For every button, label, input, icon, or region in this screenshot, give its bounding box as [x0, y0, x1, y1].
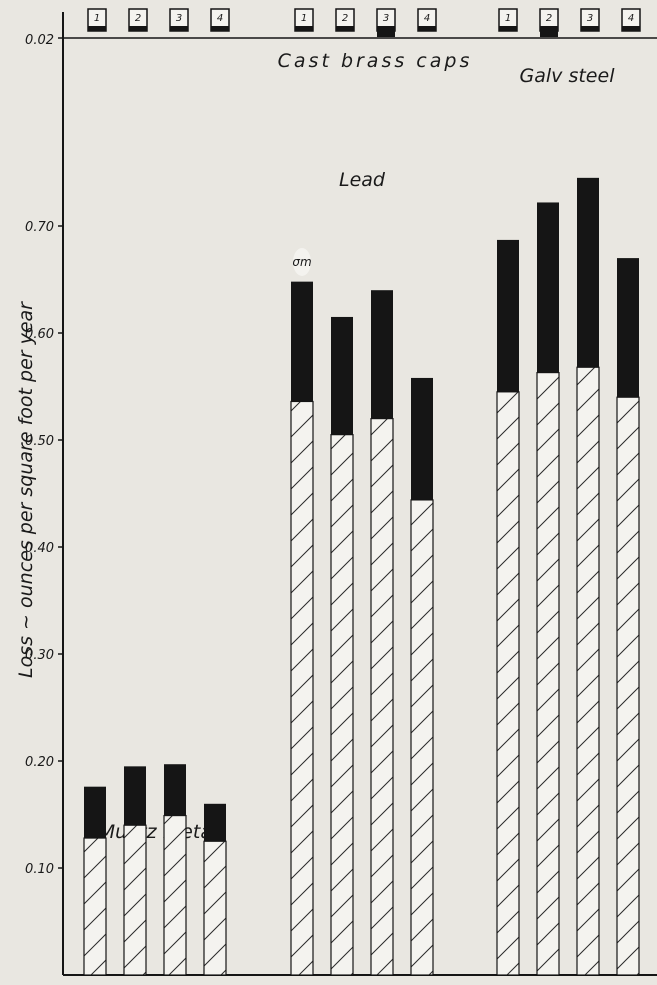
cap-boxes: 1 2 3 4 1 2 3 4 1 2 3 4 — [87, 8, 641, 37]
cap-label: 4 — [424, 13, 430, 24]
bar-deviation — [204, 803, 226, 842]
cap-label: 3 — [176, 13, 182, 24]
bar-base — [83, 837, 107, 976]
bar-deviation — [124, 766, 146, 826]
bar-deviation — [164, 764, 186, 816]
cap-fill — [129, 26, 147, 31]
cap-fill — [418, 26, 436, 31]
bar-base — [123, 824, 147, 976]
bar-base — [536, 371, 560, 976]
bar-base — [410, 499, 434, 976]
bar-deviation — [411, 377, 433, 500]
bar-base — [330, 434, 354, 976]
cap-fill — [581, 26, 599, 31]
cap-fill — [622, 26, 640, 31]
bar-base — [496, 391, 520, 976]
bar-deviation — [577, 177, 599, 368]
y-tick-label: 0.10 — [25, 862, 54, 877]
cap-label: 3 — [383, 13, 389, 24]
y-tick-label: 0.40 — [25, 541, 54, 556]
bar-base — [370, 418, 394, 976]
bar-deviation — [537, 202, 559, 373]
y-axis-title: Loss ~ ounces per square foot per year — [15, 301, 37, 678]
y-tick-label: 0.50 — [25, 434, 54, 449]
cap-fill — [377, 26, 395, 37]
cap-label: 2 — [546, 13, 552, 24]
bar-deviation — [371, 290, 393, 419]
bar-base — [163, 814, 187, 976]
sigma-bubble — [293, 248, 311, 276]
bar-deviation — [84, 786, 106, 839]
cap-fill — [499, 26, 517, 31]
group-label-lead: Lead — [339, 169, 386, 191]
cap-label: 2 — [342, 13, 348, 24]
cap-label: 1 — [94, 13, 100, 24]
bars — [83, 177, 640, 976]
bar-base — [616, 396, 640, 976]
y-tick-label: 0.70 — [25, 220, 54, 235]
bar-base — [290, 400, 314, 976]
y-ticks: 0.10 0.20 0.30 0.40 0.50 0.60 0.70 — [25, 220, 63, 877]
cap-fill — [540, 26, 558, 37]
top-panel-tick-label: 0.02 — [25, 33, 54, 48]
group-label-muntz: Muntz metal — [99, 821, 218, 843]
bar-deviation — [497, 239, 519, 392]
cap-label: 3 — [587, 13, 593, 24]
group-label-galv: Galv steel — [520, 65, 616, 87]
cap-fill — [336, 26, 354, 31]
sigma-annotation: σm — [292, 248, 312, 276]
cap-fill — [211, 26, 229, 31]
cap-label: 2 — [135, 13, 141, 24]
bar-deviation — [331, 316, 353, 435]
top-panel-label: Cast brass caps — [278, 50, 473, 72]
y-tick-label: 0.60 — [25, 327, 54, 342]
cap-fill — [295, 26, 313, 31]
cap-fill — [88, 26, 106, 31]
bar-deviation — [291, 281, 313, 402]
sigma-label: σm — [292, 255, 311, 269]
y-tick-label: 0.30 — [25, 648, 54, 663]
cap-label: 1 — [505, 13, 511, 24]
cap-label: 1 — [301, 13, 307, 24]
bar-base — [203, 840, 227, 976]
cap-fill — [170, 26, 188, 31]
cap-label: 4 — [628, 13, 634, 24]
bar-deviation — [617, 258, 639, 398]
bar-base — [576, 366, 600, 976]
cap-label: 4 — [217, 13, 223, 24]
y-tick-label: 0.20 — [25, 755, 54, 770]
